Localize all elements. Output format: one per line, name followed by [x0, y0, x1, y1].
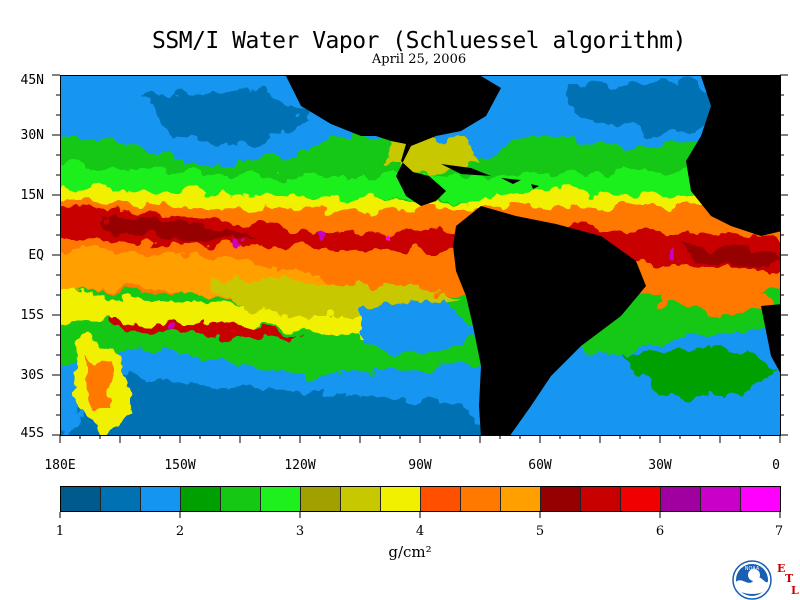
lat-label-eq: EQ — [28, 248, 44, 263]
colorbar-swatch — [141, 487, 181, 511]
lat-label-30n: 30N — [20, 128, 44, 143]
colorbar-swatch — [261, 487, 301, 511]
lon-label-30w: 30W — [648, 458, 672, 473]
lon-label-90w: 90W — [408, 458, 432, 473]
colorbar — [60, 486, 781, 512]
colorbar-label-6: 6 — [655, 524, 665, 539]
lat-label-30s: 30S — [20, 368, 44, 383]
lat-label-45n: 45N — [20, 73, 44, 88]
colorbar-label-3: 3 — [295, 524, 305, 539]
noaa-logo-text: NOAA — [745, 566, 760, 572]
colorbar-swatch — [341, 487, 381, 511]
lat-label-15n: 15N — [20, 188, 44, 203]
colorbar-swatch — [301, 487, 341, 511]
lon-label-60w: 60W — [528, 458, 552, 473]
colorbar-swatch — [661, 487, 701, 511]
water-vapor-map — [60, 75, 781, 436]
colorbar-swatch — [101, 487, 141, 511]
colorbar-swatch — [421, 487, 461, 511]
colorbar-label-1: 1 — [55, 524, 65, 539]
colorbar-label-5: 5 — [535, 524, 545, 539]
lon-label-120w: 120W — [284, 458, 316, 473]
lat-label-45s: 45S — [20, 426, 44, 441]
colorbar-swatch — [541, 487, 581, 511]
colorbar-swatch — [581, 487, 621, 511]
colorbar-label-4: 4 — [415, 524, 425, 539]
colorbar-swatch — [501, 487, 541, 511]
colorbar-swatch — [621, 487, 661, 511]
colorbar-label-2: 2 — [175, 524, 185, 539]
colorbar-swatch — [61, 487, 101, 511]
map-date: April 25, 2006 — [371, 52, 467, 67]
colorbar-unit: g/cm² — [388, 543, 432, 561]
colorbar-label-7: 7 — [774, 524, 784, 539]
lon-label-150w: 150W — [164, 458, 196, 473]
colorbar-swatch — [221, 487, 261, 511]
lon-label-0: 0 — [772, 458, 780, 473]
noaa-logo-icon: NOAA — [732, 560, 772, 600]
lat-label-15s: 15S — [20, 308, 44, 323]
colorbar-swatch — [701, 487, 741, 511]
colorbar-swatch — [461, 487, 501, 511]
colorbar-swatch — [181, 487, 221, 511]
colorbar-swatch — [381, 487, 421, 511]
colorbar-swatch — [741, 487, 780, 511]
lon-label-180e: 180E — [44, 458, 76, 473]
map-title: SSM/I Water Vapor (Schluessel algorithm) — [152, 28, 686, 54]
